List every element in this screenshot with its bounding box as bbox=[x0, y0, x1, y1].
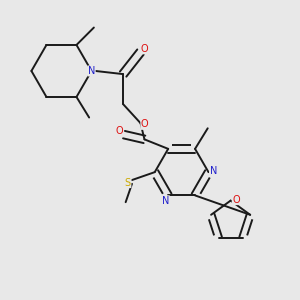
Text: N: N bbox=[210, 166, 217, 176]
Text: N: N bbox=[88, 66, 95, 76]
Text: O: O bbox=[116, 126, 124, 136]
Text: O: O bbox=[232, 195, 240, 205]
Text: O: O bbox=[141, 119, 148, 129]
Text: N: N bbox=[162, 196, 169, 206]
Text: O: O bbox=[140, 44, 148, 54]
Text: S: S bbox=[125, 178, 131, 188]
